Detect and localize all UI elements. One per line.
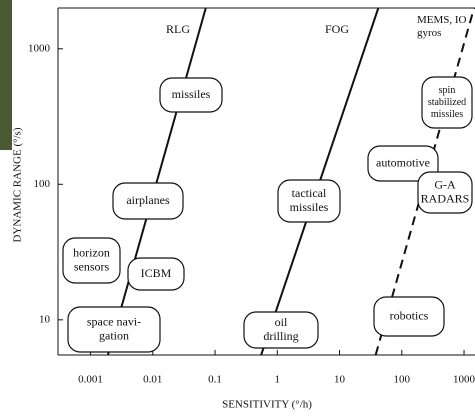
annotation: robotics xyxy=(374,297,444,336)
x-tick-label: 0.1 xyxy=(208,374,222,386)
annotation-text: sensors xyxy=(74,259,110,273)
annotation-text: missiles xyxy=(431,109,463,120)
annotation-text: robotics xyxy=(390,308,429,322)
annotation: missiles xyxy=(160,78,222,112)
annotation: ICBM xyxy=(128,258,184,290)
annotation: space navi-gation xyxy=(68,307,160,352)
y-tick-label: 100 xyxy=(34,178,51,190)
annotation-text: G-A xyxy=(434,177,456,191)
annotation: airplanes xyxy=(113,183,183,219)
chart: SENSITIVITY (°/h) DYNAMIC RANGE (°/s) 0.… xyxy=(0,0,475,417)
annotation-text: ICBM xyxy=(141,266,172,280)
annotation-text: stabilized xyxy=(428,97,466,108)
annotation-text: horizon xyxy=(73,245,110,259)
y-axis-title: DYNAMIC RANGE (°/s) xyxy=(12,127,24,242)
x-tick-label: 10 xyxy=(334,374,346,386)
series-label: FOG xyxy=(325,22,349,36)
x-tick-label: 1 xyxy=(275,374,281,386)
y-tick-label: 1000 xyxy=(28,42,51,54)
y-tick-label: 10 xyxy=(39,313,51,325)
annotation-text: tactical xyxy=(292,186,327,200)
series-label: RLG xyxy=(166,22,190,36)
x-tick-label: 0.001 xyxy=(78,374,103,386)
annotation-text: missiles xyxy=(290,200,329,214)
x-tick-label: 1000 xyxy=(453,374,475,386)
series-label: MEMS, IO gyros xyxy=(417,14,475,40)
annotation-text: automotive xyxy=(376,155,430,169)
annotation-text: RADARS xyxy=(421,191,470,205)
page: SENSITIVITY (°/h) DYNAMIC RANGE (°/s) 0.… xyxy=(0,0,475,417)
annotation-text: gation xyxy=(99,328,129,342)
annotation-text: drilling xyxy=(263,329,298,343)
x-tick-label: 100 xyxy=(394,374,411,386)
annotation-text: space navi- xyxy=(87,314,141,328)
annotation-text: oil xyxy=(275,315,288,329)
annotation-text: spin xyxy=(439,85,456,96)
photo-strip xyxy=(0,0,12,150)
x-axis-title: SENSITIVITY (°/h) xyxy=(222,399,312,411)
annotation-text: missiles xyxy=(172,87,211,101)
series-line xyxy=(108,8,206,355)
x-tick-label: 0.01 xyxy=(143,374,162,386)
annotation-text: airplanes xyxy=(126,193,170,207)
